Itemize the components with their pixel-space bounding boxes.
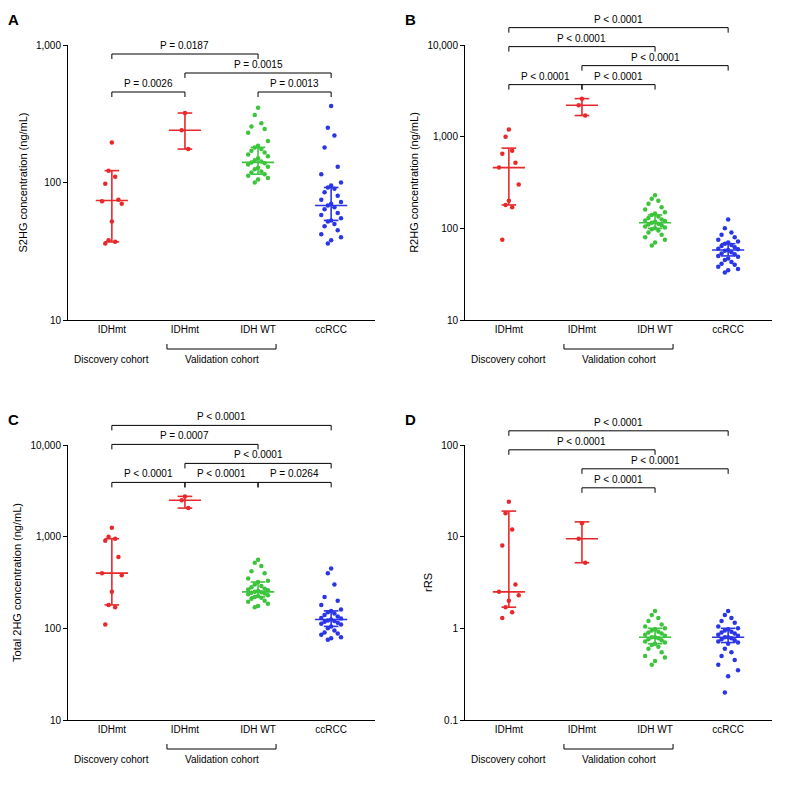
svg-text:0.1: 0.1 (444, 715, 458, 726)
svg-text:P = 0.0187: P = 0.0187 (160, 40, 209, 51)
svg-text:100: 100 (44, 177, 61, 188)
svg-text:P = 0.0013: P = 0.0013 (270, 78, 319, 89)
svg-text:P < 0.0001: P < 0.0001 (124, 468, 173, 479)
svg-text:P < 0.0001: P < 0.0001 (557, 33, 606, 44)
svg-text:Discovery cohort: Discovery cohort (74, 754, 149, 765)
svg-text:IDHmt: IDHmt (495, 324, 524, 335)
svg-text:10: 10 (50, 315, 62, 326)
svg-text:IDHmt: IDHmt (98, 324, 127, 335)
svg-text:1: 1 (452, 623, 458, 634)
svg-text:10,000: 10,000 (427, 40, 458, 51)
svg-text:IDHmt: IDHmt (495, 724, 524, 735)
svg-text:IDHmt: IDHmt (98, 724, 127, 735)
svg-text:D: D (405, 411, 416, 428)
svg-text:P < 0.0001: P < 0.0001 (557, 436, 606, 447)
svg-text:IDH WT: IDH WT (637, 724, 673, 735)
svg-text:S2HG concentration (ng/mL): S2HG concentration (ng/mL) (17, 112, 29, 252)
svg-text:C: C (8, 411, 19, 428)
svg-text:P < 0.0001: P < 0.0001 (594, 14, 643, 25)
svg-text:P < 0.0001: P < 0.0001 (594, 474, 643, 485)
svg-text:P < 0.0001: P < 0.0001 (594, 71, 643, 82)
svg-text:100: 100 (441, 223, 458, 234)
svg-text:1,000: 1,000 (36, 40, 61, 51)
svg-text:100: 100 (441, 440, 458, 451)
svg-text:10,000: 10,000 (30, 440, 61, 451)
svg-text:Discovery cohort: Discovery cohort (74, 354, 149, 365)
svg-text:B: B (405, 11, 416, 28)
svg-text:P < 0.0001: P < 0.0001 (594, 417, 643, 428)
svg-text:P = 0.0026: P = 0.0026 (124, 78, 173, 89)
svg-text:P < 0.0001: P < 0.0001 (521, 71, 570, 82)
svg-text:IDHmt: IDHmt (171, 724, 200, 735)
svg-text:P < 0.0001: P < 0.0001 (197, 411, 246, 422)
svg-text:Validation cohort: Validation cohort (185, 754, 259, 765)
svg-text:P = 0.0007: P = 0.0007 (160, 430, 209, 441)
svg-text:ccRCC: ccRCC (712, 724, 744, 735)
svg-text:IDH WT: IDH WT (240, 324, 276, 335)
svg-text:P = 0.0264: P = 0.0264 (270, 468, 319, 479)
svg-text:A: A (8, 11, 19, 28)
svg-text:Discovery cohort: Discovery cohort (471, 754, 546, 765)
svg-text:Validation cohort: Validation cohort (582, 354, 656, 365)
svg-text:IDHmt: IDHmt (568, 724, 597, 735)
svg-text:IDH WT: IDH WT (637, 324, 673, 335)
svg-text:IDH WT: IDH WT (240, 724, 276, 735)
svg-text:10: 10 (447, 315, 459, 326)
svg-text:IDHmt: IDHmt (171, 324, 200, 335)
svg-text:10: 10 (50, 715, 62, 726)
svg-text:P = 0.0015: P = 0.0015 (234, 59, 283, 70)
svg-text:R2HG concentration (ng/mL): R2HG concentration (ng/mL) (408, 112, 420, 253)
svg-text:10: 10 (447, 531, 459, 542)
svg-text:P < 0.0001: P < 0.0001 (197, 468, 246, 479)
svg-text:Discovery cohort: Discovery cohort (471, 354, 546, 365)
svg-text:ccRCC: ccRCC (315, 724, 347, 735)
svg-text:P < 0.0001: P < 0.0001 (631, 52, 680, 63)
svg-text:P < 0.0001: P < 0.0001 (234, 449, 283, 460)
svg-text:rRS: rRS (422, 573, 434, 592)
svg-text:Validation cohort: Validation cohort (185, 354, 259, 365)
svg-text:IDHmt: IDHmt (568, 324, 597, 335)
svg-text:Total 2HG concentration (ng/mL: Total 2HG concentration (ng/mL) (11, 503, 23, 662)
svg-text:Validation cohort: Validation cohort (582, 754, 656, 765)
svg-text:100: 100 (44, 623, 61, 634)
svg-text:1,000: 1,000 (36, 531, 61, 542)
svg-text:ccRCC: ccRCC (315, 324, 347, 335)
svg-text:1,000: 1,000 (433, 131, 458, 142)
svg-text:ccRCC: ccRCC (712, 324, 744, 335)
svg-text:P < 0.0001: P < 0.0001 (631, 455, 680, 466)
